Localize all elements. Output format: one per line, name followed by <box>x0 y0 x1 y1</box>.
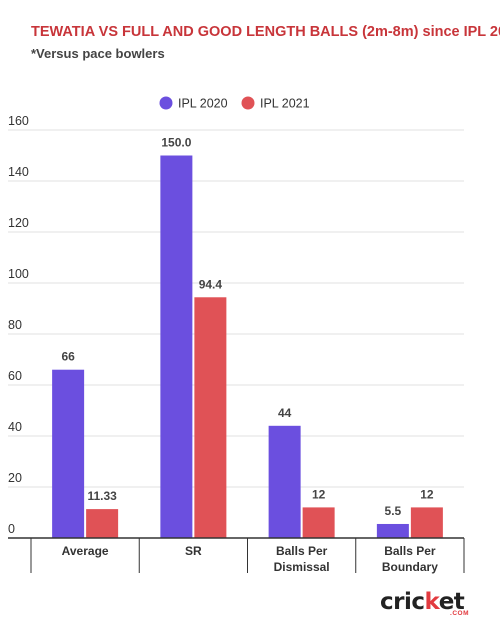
logo-sub: .COM <box>450 610 469 617</box>
data-label: 150.0 <box>161 136 191 150</box>
y-tick-label: 80 <box>8 318 22 332</box>
bar <box>52 369 85 538</box>
chart-subtitle: *Versus pace bowlers <box>31 46 165 61</box>
cricket-com-logo: cricket .COM <box>380 589 469 617</box>
legend-label: IPL 2021 <box>260 97 310 111</box>
data-label: 5.5 <box>385 504 402 518</box>
bar <box>410 507 443 538</box>
y-tick-label: 120 <box>8 216 29 230</box>
bar <box>268 425 301 538</box>
y-tick-label: 40 <box>8 420 22 434</box>
y-tick-label: 140 <box>8 165 29 179</box>
data-label: 94.4 <box>199 277 223 291</box>
y-tick-label: 100 <box>8 267 29 281</box>
data-label: 11.33 <box>87 489 117 503</box>
data-label: 66 <box>61 350 75 364</box>
x-tick-label: Boundary <box>382 560 438 574</box>
legend-marker <box>159 96 173 110</box>
bar <box>194 297 227 538</box>
x-tick-label: Dismissal <box>274 560 330 574</box>
bar <box>376 523 409 538</box>
data-label: 12 <box>420 487 434 501</box>
bar <box>86 509 119 538</box>
data-label: 44 <box>278 406 292 420</box>
y-tick-label: 0 <box>8 522 15 536</box>
y-tick-label: 60 <box>8 369 22 383</box>
data-label: 12 <box>312 487 326 501</box>
x-tick-label: SR <box>185 544 202 558</box>
x-tick-label: Average <box>62 544 109 558</box>
bar <box>302 507 335 538</box>
y-tick-label: 160 <box>8 114 29 128</box>
x-tick-label: Balls Per <box>276 544 328 558</box>
legend-label: IPL 2020 <box>178 97 228 111</box>
x-tick-label: Balls Per <box>384 544 436 558</box>
legend-marker <box>241 96 255 110</box>
bar <box>160 155 193 538</box>
y-tick-label: 20 <box>8 471 22 485</box>
chart-title: TEWATIA VS FULL AND GOOD LENGTH BALLS (2… <box>31 24 500 40</box>
